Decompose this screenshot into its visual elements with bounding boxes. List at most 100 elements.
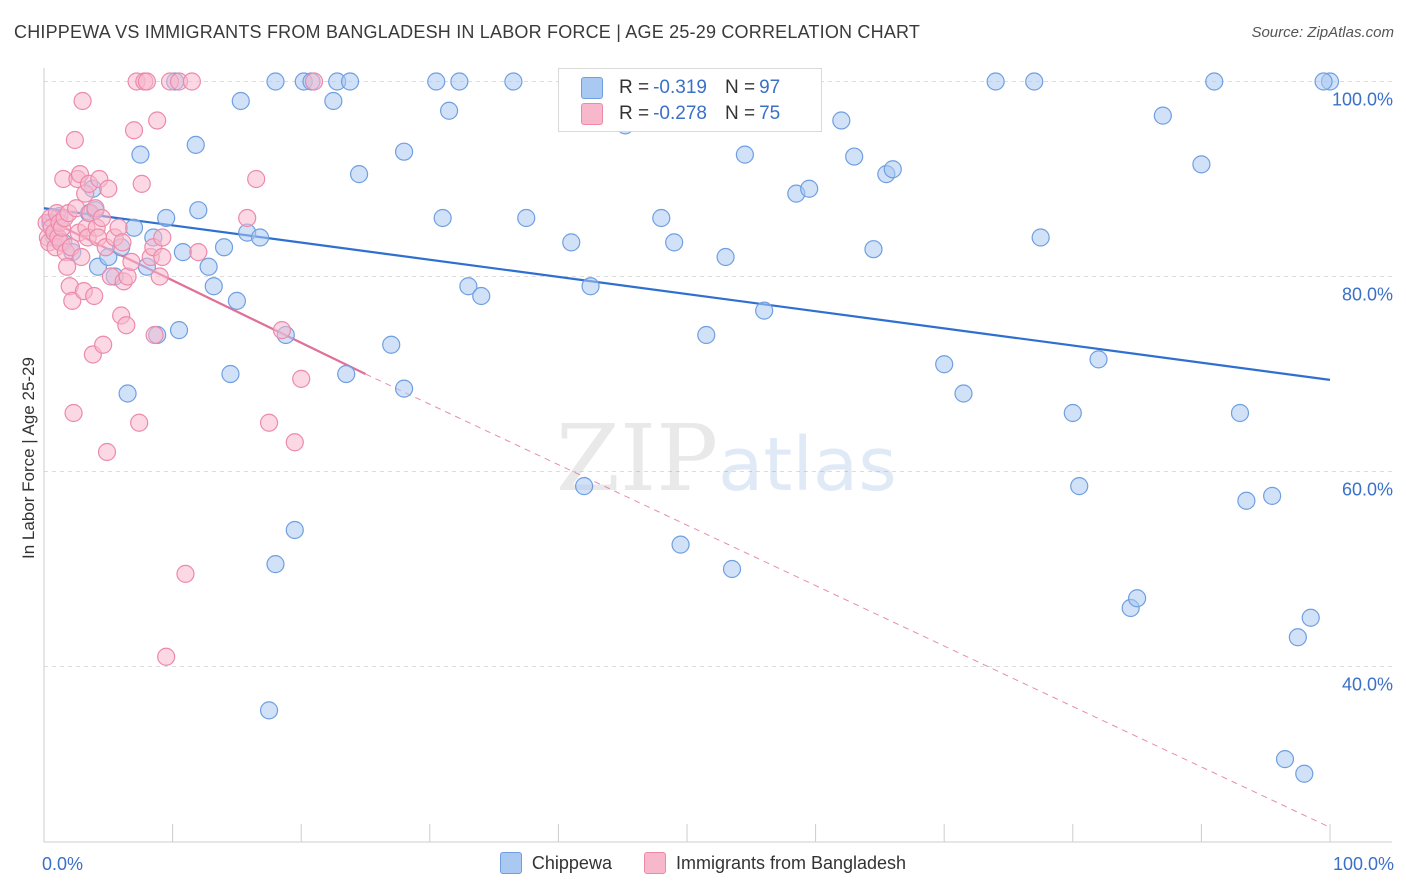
r-label: R =: [619, 77, 650, 98]
chippewa-point: [266, 555, 285, 574]
x-tick-label-1: 100.0%: [1333, 854, 1394, 874]
chippewa-point: [1275, 750, 1295, 769]
chippewa-swatch: [581, 77, 603, 99]
bangladesh-point: [176, 564, 195, 583]
bangladesh-point: [259, 413, 279, 432]
bangladesh-point: [238, 208, 257, 228]
chippewa-point: [1263, 486, 1282, 505]
bangladesh-point: [304, 72, 324, 91]
bangladesh-point: [247, 169, 266, 189]
chippewa-point: [1031, 228, 1050, 247]
chippewa-point: [189, 201, 208, 220]
chippewa-point: [697, 325, 716, 345]
chippewa-point: [227, 291, 246, 310]
chippewa-point: [439, 101, 459, 120]
bangladesh-point: [72, 247, 91, 267]
bangladesh-point: [137, 72, 156, 91]
chippewa-point: [1314, 72, 1333, 91]
chippewa-point: [250, 228, 270, 247]
chippewa-point: [186, 135, 205, 154]
chippewa-point: [1301, 608, 1320, 627]
series-legend: Chippewa Immigrants from Bangladesh: [0, 852, 1406, 874]
bangladesh-point: [63, 291, 82, 310]
chippewa-point: [124, 218, 144, 237]
chippewa-point: [562, 233, 581, 252]
chippewa-point: [259, 701, 279, 720]
bangladesh-trend-extension: [365, 373, 1331, 828]
bangladesh-point: [157, 647, 176, 666]
chippewa-point: [800, 179, 819, 198]
chippewa-point: [1192, 155, 1211, 174]
chippewa-point: [285, 520, 304, 540]
chippewa-point: [1153, 106, 1172, 125]
chippewa-point: [157, 208, 176, 228]
chippewa-point: [1237, 491, 1256, 510]
y-tick-label-2: 80.0%: [1342, 285, 1393, 305]
chippewa-point: [1288, 628, 1307, 647]
chippewa-point: [652, 208, 671, 228]
bangladesh-point: [124, 121, 144, 140]
chippewa-point: [433, 208, 452, 228]
legend-item-chippewa[interactable]: Chippewa: [499, 852, 612, 874]
r-value: -0.319: [653, 77, 707, 98]
chippewa-point: [450, 72, 469, 91]
chippewa-point: [864, 240, 883, 259]
chippewa-point: [935, 355, 954, 374]
bangladesh-point: [285, 433, 304, 452]
chippewa-point: [214, 238, 234, 257]
chippewa-point: [986, 72, 1005, 91]
chippewa-point: [221, 364, 240, 384]
bangladesh-point: [58, 257, 77, 276]
chippewa-point: [722, 559, 742, 579]
chippewa-point: [382, 335, 401, 354]
n-value: 75: [759, 103, 781, 124]
chippewa-point: [1295, 764, 1314, 783]
bangladesh-point: [132, 174, 151, 193]
chippewa-point: [459, 277, 478, 296]
bangladesh-point: [94, 335, 113, 354]
chippewa-point: [231, 91, 250, 111]
bangladesh-point: [65, 130, 84, 150]
watermark-atlas: atlas: [718, 422, 897, 508]
axes: [43, 68, 1392, 843]
chippewa-point: [427, 72, 446, 91]
legend-label-chippewa: Chippewa: [531, 852, 612, 873]
chippewa-point: [883, 160, 902, 179]
bangladesh-point: [92, 208, 111, 228]
bangladesh-point: [130, 413, 149, 432]
bangladesh-point: [153, 228, 172, 247]
chippewa-point: [1025, 72, 1044, 91]
chippewa-point: [1230, 403, 1250, 423]
y-tick-label-1: 60.0%: [1342, 480, 1393, 500]
chippewa-point: [1127, 589, 1147, 608]
bangladesh-point: [150, 267, 169, 286]
chippewa-point: [118, 384, 137, 403]
chippewa-point: [337, 364, 356, 384]
legend-row-chippewa: R = -0.319 N = 97: [581, 76, 780, 100]
chippewa-point: [199, 257, 218, 276]
chippewa-point: [832, 111, 851, 130]
legend-swatch-chippewa: [499, 852, 522, 874]
chippewa-point: [204, 277, 223, 296]
source-credit: Source: ZipAtlas.com: [1251, 24, 1394, 41]
chippewa-point: [671, 535, 690, 554]
chippewa-point: [394, 142, 414, 161]
legend-item-bangladesh[interactable]: Immigrants from Bangladesh: [643, 852, 906, 874]
chippewa-point: [324, 91, 343, 111]
chippewa-point: [394, 379, 414, 398]
legend-row-bangladesh: R = -0.278 N = 75: [581, 102, 780, 126]
bangladesh-point: [99, 179, 118, 198]
bangladesh-point: [182, 72, 201, 91]
chippewa-point: [169, 321, 189, 340]
chippewa-point: [340, 72, 360, 91]
chippewa-point: [173, 243, 192, 262]
bangladesh-point: [97, 442, 117, 462]
correlation-legend-box: R = -0.319 N = 97 R = -0.278 N = 75: [558, 68, 822, 132]
grid-lines: [44, 81, 1392, 667]
bangladesh-point: [122, 252, 141, 271]
r-label: R =: [619, 103, 650, 124]
n-label: N =: [724, 77, 756, 98]
chippewa-point: [472, 286, 491, 306]
chippewa-point: [131, 145, 150, 164]
chippewa-point: [349, 165, 369, 184]
